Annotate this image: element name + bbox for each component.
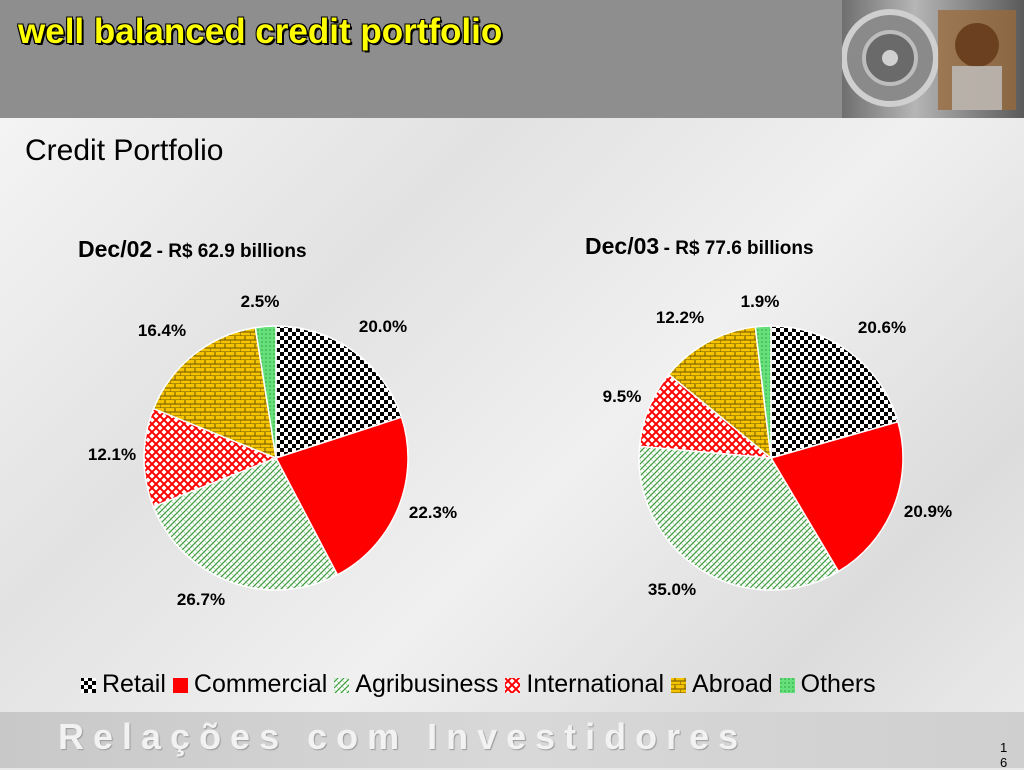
- data-label-retail: 20.0%: [359, 317, 407, 336]
- data-label-agri: 26.7%: [177, 590, 225, 609]
- legend-label: Abroad: [692, 670, 773, 698]
- legend-swatch-icon: [671, 677, 687, 693]
- pie-slice-others: [254, 325, 277, 459]
- data-label-commercial: 22.3%: [409, 503, 457, 522]
- legend-item-commercial: Commercial: [172, 670, 327, 699]
- legend-label: Commercial: [193, 670, 328, 698]
- legend-item-others: Others: [779, 670, 876, 699]
- data-label-others: 1.9%: [741, 292, 780, 311]
- pie-slice-agri: [152, 457, 339, 591]
- data-label-abroad: 16.4%: [138, 321, 186, 340]
- pie-slice-retail: [275, 325, 403, 460]
- chart-amount: - R$ 62.9 billions: [156, 241, 307, 262]
- legend-swatch-icon: [172, 677, 188, 693]
- data-label-intl: 12.1%: [88, 445, 136, 464]
- pie-slice-intl: [143, 407, 279, 508]
- page-title: well balanced credit portfolio: [18, 12, 503, 51]
- vault-photo-icon: [842, 9, 1016, 110]
- legend-item-intl: International: [504, 670, 664, 699]
- legend-label: Retail: [102, 670, 166, 698]
- pie-slice-commercial: [769, 420, 904, 573]
- data-label-commercial: 20.9%: [904, 502, 952, 521]
- chart-period: Dec/02: [78, 236, 153, 262]
- pie-slice-others: [754, 325, 772, 459]
- legend-label: International: [526, 670, 665, 698]
- chart-legend: Retail Commercial Agribusiness Internationa…: [80, 670, 882, 700]
- legend-item-agri: Agribusiness: [333, 670, 498, 699]
- data-label-retail: 20.6%: [858, 318, 906, 337]
- pie-chart-dec02: 20.0% 22.3% 26.7% 12.1% 16.4% 2.5%: [88, 292, 457, 609]
- legend-swatch-icon: [505, 677, 521, 693]
- pie-slice-retail: [770, 325, 899, 459]
- pie-slice-agri: [638, 445, 840, 591]
- chart-title-dec02: Dec/02 - R$ 62.9 billions: [78, 236, 307, 263]
- data-label-abroad: 12.2%: [656, 308, 704, 327]
- legend-label: Others: [800, 670, 876, 698]
- data-label-agri: 35.0%: [648, 580, 696, 599]
- legend-item-abroad: Abroad: [670, 670, 773, 699]
- legend-swatch-icon: [334, 677, 350, 693]
- data-label-others: 2.5%: [241, 292, 280, 311]
- pie-slice-abroad: [152, 326, 277, 460]
- page-number: 16: [1000, 740, 1008, 770]
- footer-band: [0, 712, 1024, 768]
- chart-amount: - R$ 77.6 billions: [663, 238, 814, 259]
- header-photo: [842, 0, 1024, 118]
- legend-label: Agribusiness: [355, 670, 499, 698]
- data-label-intl: 9.5%: [603, 387, 642, 406]
- section-subtitle: Credit Portfolio: [25, 134, 224, 167]
- legend-swatch-icon: [81, 677, 96, 693]
- legend-item-retail: Retail: [80, 670, 166, 699]
- footer-brand-text: Relações com Investidores: [58, 716, 748, 757]
- legend-swatch-icon: [779, 677, 795, 693]
- header-bar: well balanced credit portfolio: [0, 0, 1024, 118]
- pie-slice-commercial: [274, 416, 409, 576]
- pie-slice-intl: [638, 373, 774, 459]
- chart-title-dec03: Dec/03 - R$ 77.6 billions: [585, 233, 814, 260]
- chart-period: Dec/03: [585, 233, 660, 259]
- pie-chart-dec03: 20.6% 20.9% 35.0% 9.5% 12.2% 1.9%: [603, 292, 952, 599]
- pie-slice-abroad: [667, 326, 772, 460]
